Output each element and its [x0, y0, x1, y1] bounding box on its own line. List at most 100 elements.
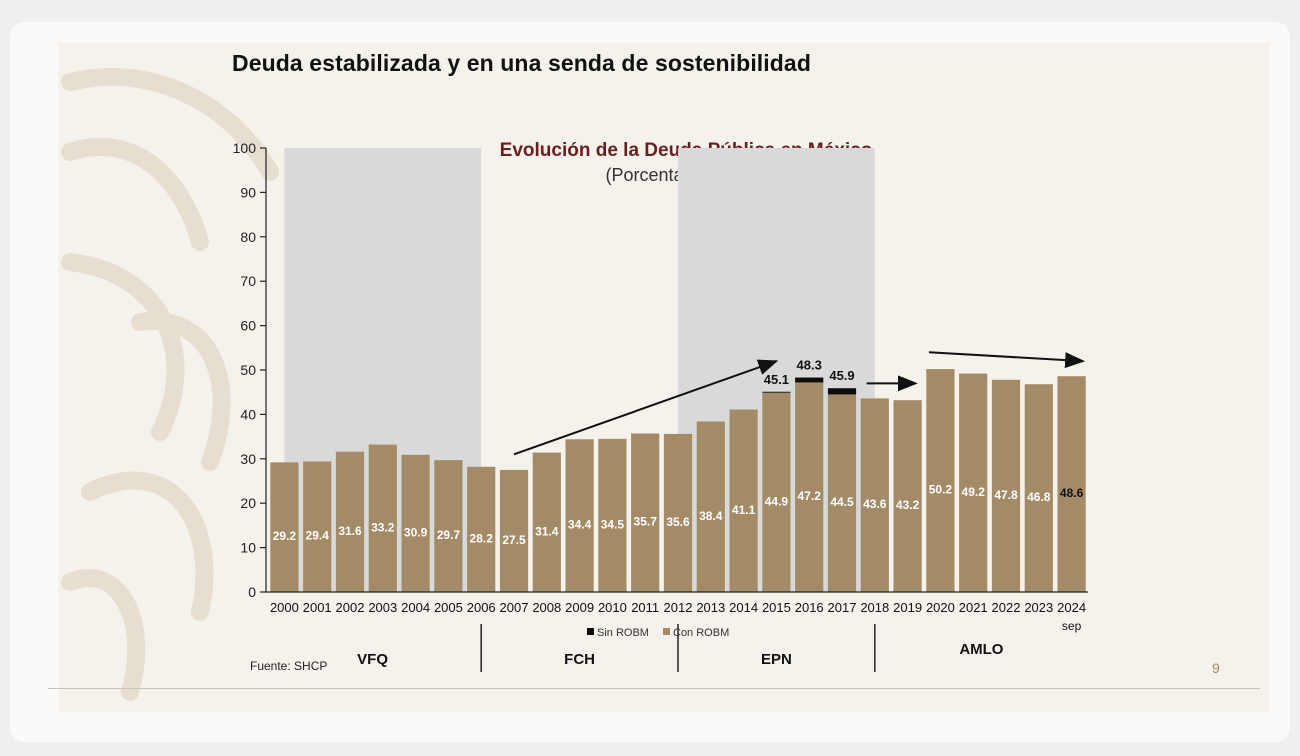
- bar-con-robm-2018: [860, 398, 889, 592]
- bar-con-robm-2019: [893, 400, 922, 592]
- x-tick-label-2003: 2003: [368, 600, 397, 615]
- data-label-2005: 29.7: [437, 528, 461, 542]
- x-tick-label-2018: 2018: [860, 600, 889, 615]
- x-tick-label-2009: 2009: [565, 600, 594, 615]
- legend-label-2: Con ROBM: [673, 627, 729, 639]
- bar-con-robm-2010: [598, 438, 627, 592]
- bar-sin-robm-2017: [827, 388, 857, 395]
- data-label-2016: 47.2: [798, 489, 822, 503]
- x-tick-label-2011: 2011: [631, 600, 659, 615]
- legend-label-1: Sin ROBM: [597, 627, 649, 639]
- data-label-2024: 48.6: [1060, 486, 1084, 500]
- y-tick-label: 0: [248, 584, 256, 600]
- x-tick-label-2005: 2005: [434, 600, 463, 615]
- x-tick-label-2008: 2008: [532, 600, 561, 615]
- x-tick-label-2019: 2019: [893, 600, 922, 615]
- bar-con-robm-2006: [467, 466, 496, 592]
- period-label-fch: FCH: [564, 651, 595, 668]
- bar-con-robm-2008: [532, 452, 561, 592]
- bar-con-robm-2022: [991, 379, 1021, 592]
- trend-arrow-1: [513, 359, 779, 456]
- data-label-2009: 34.4: [568, 518, 592, 532]
- bar-con-robm-2003: [368, 444, 397, 592]
- data-label-2004: 30.9: [404, 525, 428, 539]
- bar-sin-robm-2015: [762, 391, 791, 393]
- x-tick-label-2007: 2007: [500, 600, 529, 615]
- source-note: Fuente: SHCP: [250, 659, 328, 673]
- data-label-2006: 28.2: [470, 531, 494, 545]
- y-tick-label: 90: [240, 184, 256, 200]
- data-label-2022: 47.8: [994, 488, 1018, 502]
- y-tick-label: 20: [240, 495, 256, 511]
- x-tick-label-2022: 2022: [992, 600, 1021, 615]
- y-tick-label: 50: [240, 362, 256, 378]
- bottom-divider: [48, 688, 1260, 689]
- bar-con-robm-2005: [434, 460, 463, 592]
- bar-con-robm-2009: [565, 439, 594, 592]
- x-tick-label-2017: 2017: [828, 600, 857, 615]
- period-label-epn: EPN: [761, 651, 792, 668]
- data-label-2003: 33.2: [371, 520, 395, 534]
- bar-con-robm-2020: [926, 369, 955, 592]
- data-label-2013: 38.4: [699, 509, 723, 523]
- bar-con-robm-2012: [663, 433, 693, 592]
- y-tick-label: 30: [240, 451, 256, 467]
- x-tick-label-2021: 2021: [959, 600, 988, 615]
- period-label-amlo: AMLO: [959, 641, 1003, 658]
- x-tick-label-2015: 2015: [762, 600, 791, 615]
- x-tick-note-sep: sep: [1062, 619, 1082, 633]
- y-tick-label: 60: [240, 318, 256, 334]
- bar-con-robm-2002: [335, 451, 365, 592]
- bar-con-robm-2015: [762, 392, 791, 592]
- y-tick-label: 70: [240, 273, 256, 289]
- page-number: 9: [1212, 660, 1220, 676]
- x-tick-label-2014: 2014: [729, 600, 758, 615]
- x-tick-label-2020: 2020: [926, 600, 955, 615]
- bar-con-robm-2016: [795, 382, 824, 592]
- bar-sin-robm-2016: [795, 377, 824, 383]
- data-label-2011: 35.7: [634, 515, 658, 529]
- data-label-2023: 46.8: [1027, 490, 1051, 504]
- y-tick-label: 100: [233, 140, 257, 156]
- data-label-2019: 43.2: [896, 498, 920, 512]
- data-label-2018: 43.6: [863, 497, 887, 511]
- bar-con-robm-2013: [696, 421, 725, 592]
- bar-con-robm-2024: [1057, 376, 1086, 592]
- data-label-2007: 27.5: [502, 533, 526, 547]
- legend-swatch-2: [663, 628, 670, 635]
- data-label-2012: 35.6: [666, 515, 690, 529]
- x-tick-label-2013: 2013: [696, 600, 725, 615]
- x-tick-label-2012: 2012: [664, 600, 693, 615]
- bar-con-robm-2000: [270, 462, 299, 592]
- bar-con-robm-2007: [499, 469, 529, 592]
- data-label-2020: 50.2: [929, 483, 953, 497]
- top-label-2015: 45.1: [764, 372, 789, 387]
- x-tick-label-2001: 2001: [303, 600, 332, 615]
- data-label-2008: 31.4: [535, 524, 559, 538]
- data-label-2015: 44.9: [765, 494, 789, 508]
- trend-arrow-3: [928, 351, 1086, 369]
- y-tick-label: 10: [240, 540, 256, 556]
- x-tick-label-2004: 2004: [401, 600, 430, 615]
- data-label-2017: 44.5: [830, 495, 854, 509]
- data-label-2002: 31.6: [338, 524, 362, 538]
- data-label-2010: 34.5: [601, 517, 625, 531]
- bar-con-robm-2023: [1024, 384, 1053, 592]
- data-label-2001: 29.4: [306, 529, 330, 543]
- slide-title: Deuda estabilizada y en una senda de sos…: [232, 50, 811, 76]
- y-tick-label: 40: [240, 406, 256, 422]
- x-tick-label-2024: 2024: [1057, 600, 1086, 615]
- y-tick-label: 80: [240, 229, 256, 245]
- x-tick-label-2023: 2023: [1024, 600, 1053, 615]
- bar-con-robm-2021: [959, 373, 988, 592]
- top-label-2017: 45.9: [829, 368, 854, 383]
- bar-con-robm-2014: [729, 409, 758, 592]
- x-tick-label-2016: 2016: [795, 600, 824, 615]
- x-tick-label-2002: 2002: [336, 600, 365, 615]
- data-label-2014: 41.1: [732, 503, 756, 517]
- legend-swatch-1: [587, 628, 594, 635]
- period-label-vfq: VFQ: [357, 651, 388, 668]
- bar-con-robm-2011: [631, 433, 660, 592]
- top-label-2016: 48.3: [797, 358, 822, 373]
